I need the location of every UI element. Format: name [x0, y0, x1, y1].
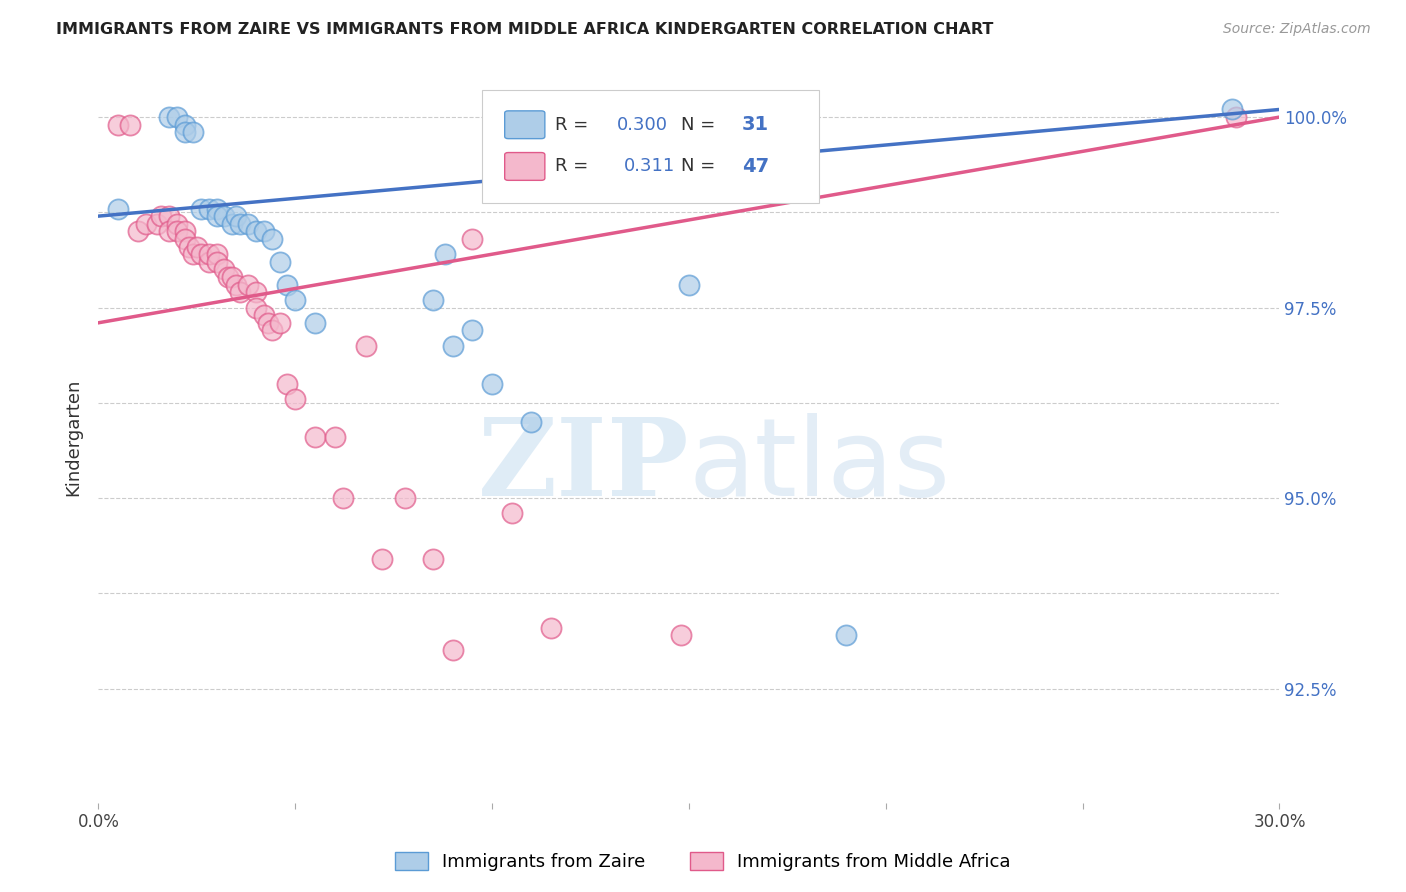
Point	[229, 285, 252, 300]
Point	[422, 552, 444, 566]
Point	[269, 255, 291, 269]
Point	[284, 293, 307, 307]
Point	[245, 224, 267, 238]
Point	[205, 202, 228, 216]
Point	[107, 202, 129, 216]
Text: IMMIGRANTS FROM ZAIRE VS IMMIGRANTS FROM MIDDLE AFRICA KINDERGARTEN CORRELATION : IMMIGRANTS FROM ZAIRE VS IMMIGRANTS FROM…	[56, 22, 994, 37]
Point	[323, 430, 346, 444]
Point	[205, 209, 228, 223]
Point	[157, 110, 180, 124]
Point	[221, 217, 243, 231]
Point	[107, 118, 129, 132]
Point	[678, 277, 700, 292]
Text: 31: 31	[742, 115, 769, 135]
Point	[520, 415, 543, 429]
Point	[225, 209, 247, 223]
FancyBboxPatch shape	[482, 90, 818, 203]
Point	[214, 262, 236, 277]
Text: R =: R =	[555, 158, 600, 176]
Point	[197, 247, 219, 261]
Point	[1220, 103, 1243, 117]
Point	[190, 247, 212, 261]
Text: 0.311: 0.311	[624, 158, 675, 176]
Point	[225, 277, 247, 292]
Point	[181, 247, 204, 261]
Point	[217, 270, 239, 285]
Text: 47: 47	[742, 157, 769, 176]
Point	[236, 217, 259, 231]
Point	[481, 376, 503, 391]
Point	[166, 217, 188, 231]
Point	[433, 247, 456, 261]
Point	[166, 110, 188, 124]
FancyBboxPatch shape	[505, 111, 546, 138]
Text: ZIP: ZIP	[478, 413, 689, 519]
Point	[276, 277, 298, 292]
Point	[354, 339, 377, 353]
Point	[253, 224, 276, 238]
Point	[253, 308, 276, 322]
Point	[260, 232, 283, 246]
Text: N =: N =	[681, 116, 721, 134]
Point	[146, 217, 169, 231]
Point	[190, 202, 212, 216]
Point	[269, 316, 291, 330]
Text: N =: N =	[681, 158, 721, 176]
Point	[174, 232, 197, 246]
Point	[371, 552, 394, 566]
Point	[304, 316, 326, 330]
Point	[540, 621, 562, 635]
FancyBboxPatch shape	[505, 153, 546, 180]
Point	[135, 217, 157, 231]
Y-axis label: Kindergarten: Kindergarten	[65, 378, 83, 496]
Point	[284, 392, 307, 406]
Point	[177, 239, 200, 253]
Point	[174, 118, 197, 132]
Point	[150, 209, 173, 223]
Point	[332, 491, 354, 505]
Point	[669, 628, 692, 642]
Point	[256, 316, 278, 330]
Point	[304, 430, 326, 444]
Point	[461, 323, 484, 337]
Text: atlas: atlas	[689, 413, 950, 519]
Point	[157, 224, 180, 238]
Point	[1225, 110, 1247, 124]
Point	[214, 209, 236, 223]
Point	[174, 125, 197, 139]
Point	[197, 202, 219, 216]
Point	[245, 301, 267, 315]
Text: Source: ZipAtlas.com: Source: ZipAtlas.com	[1223, 22, 1371, 37]
Point	[205, 255, 228, 269]
Point	[118, 118, 141, 132]
Text: R =: R =	[555, 116, 595, 134]
Point	[174, 224, 197, 238]
Point	[197, 255, 219, 269]
Point	[181, 125, 204, 139]
Point	[205, 247, 228, 261]
Point	[441, 643, 464, 657]
Point	[229, 217, 252, 231]
Point	[461, 232, 484, 246]
Point	[835, 628, 858, 642]
Point	[186, 239, 208, 253]
Legend: Immigrants from Zaire, Immigrants from Middle Africa: Immigrants from Zaire, Immigrants from M…	[388, 845, 1018, 879]
Point	[501, 506, 523, 520]
Point	[245, 285, 267, 300]
Point	[221, 270, 243, 285]
Point	[441, 339, 464, 353]
Point	[127, 224, 149, 238]
Point	[394, 491, 416, 505]
Point	[157, 209, 180, 223]
Point	[236, 277, 259, 292]
Text: 0.300: 0.300	[617, 116, 668, 134]
Point	[260, 323, 283, 337]
Point	[422, 293, 444, 307]
Point	[166, 224, 188, 238]
Point	[276, 376, 298, 391]
